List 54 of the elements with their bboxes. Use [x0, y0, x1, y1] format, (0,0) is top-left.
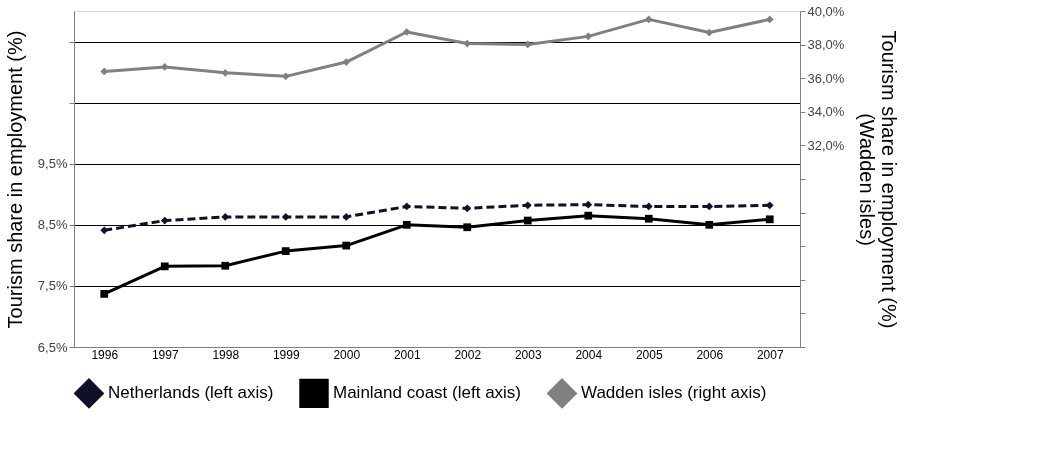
- point: [402, 28, 411, 36]
- point: [342, 213, 351, 221]
- x-tick-label: 1997: [151, 347, 179, 362]
- point: [584, 211, 593, 220]
- point: [100, 226, 109, 235]
- point: [705, 28, 714, 37]
- point: [100, 289, 109, 298]
- point: [644, 15, 653, 24]
- y2-tick-label: 32,0%: [807, 137, 845, 153]
- x-tick-label: 1996: [91, 347, 119, 362]
- legend-label: Netherlands (left axis): [108, 383, 274, 403]
- y2-axis-title: Tourism share in employment (%) (Wadden isles): [856, 30, 901, 329]
- point: [523, 216, 532, 225]
- point: [281, 213, 290, 221]
- point: [100, 67, 109, 76]
- y-tick-label: 7,5%: [37, 278, 68, 294]
- point: [402, 202, 411, 211]
- point: [160, 262, 169, 271]
- x-tick-label: 2003: [514, 347, 542, 362]
- point: [765, 15, 774, 24]
- point: [584, 200, 593, 209]
- x-tick-label: 2005: [635, 347, 663, 362]
- x-tick-label: 1999: [272, 347, 300, 362]
- x-tick-label: 2001: [393, 347, 421, 362]
- y-tick-label: 9,5%: [37, 156, 68, 172]
- y2-tick-label: 34,0%: [807, 104, 845, 120]
- y2-tick-label: 38,0%: [807, 37, 845, 53]
- point: [463, 204, 472, 213]
- point: [221, 261, 230, 270]
- y-axis-title: Tourism share in employment (%): [3, 30, 26, 329]
- point: [281, 247, 290, 255]
- x-tick-label: 2006: [696, 347, 724, 362]
- legend-label: Mainland coast (left axis): [333, 383, 522, 403]
- point: [705, 220, 714, 229]
- point: [160, 216, 169, 225]
- point: [463, 223, 472, 232]
- y2-tick-label: 36,0%: [807, 70, 845, 86]
- y2-tick-label: 40,0%: [807, 3, 845, 19]
- point: [644, 214, 653, 223]
- point: [342, 58, 351, 66]
- point: [402, 220, 411, 229]
- x-tick-label: 2000: [333, 347, 361, 362]
- point: [644, 202, 653, 211]
- point: [584, 32, 593, 41]
- y-tick-label: 6,5%: [37, 339, 68, 355]
- y-tick-label: 8,5%: [37, 217, 68, 233]
- point: [342, 241, 351, 250]
- x-tick-label: 2004: [575, 347, 603, 362]
- x-tick-label: 2002: [454, 347, 482, 362]
- point: [765, 215, 774, 224]
- x-tick-label: 1998: [212, 347, 240, 362]
- x-tick-label: 2007: [756, 347, 784, 362]
- legend-label: Wadden isles (right axis): [581, 383, 767, 403]
- point: [463, 39, 472, 48]
